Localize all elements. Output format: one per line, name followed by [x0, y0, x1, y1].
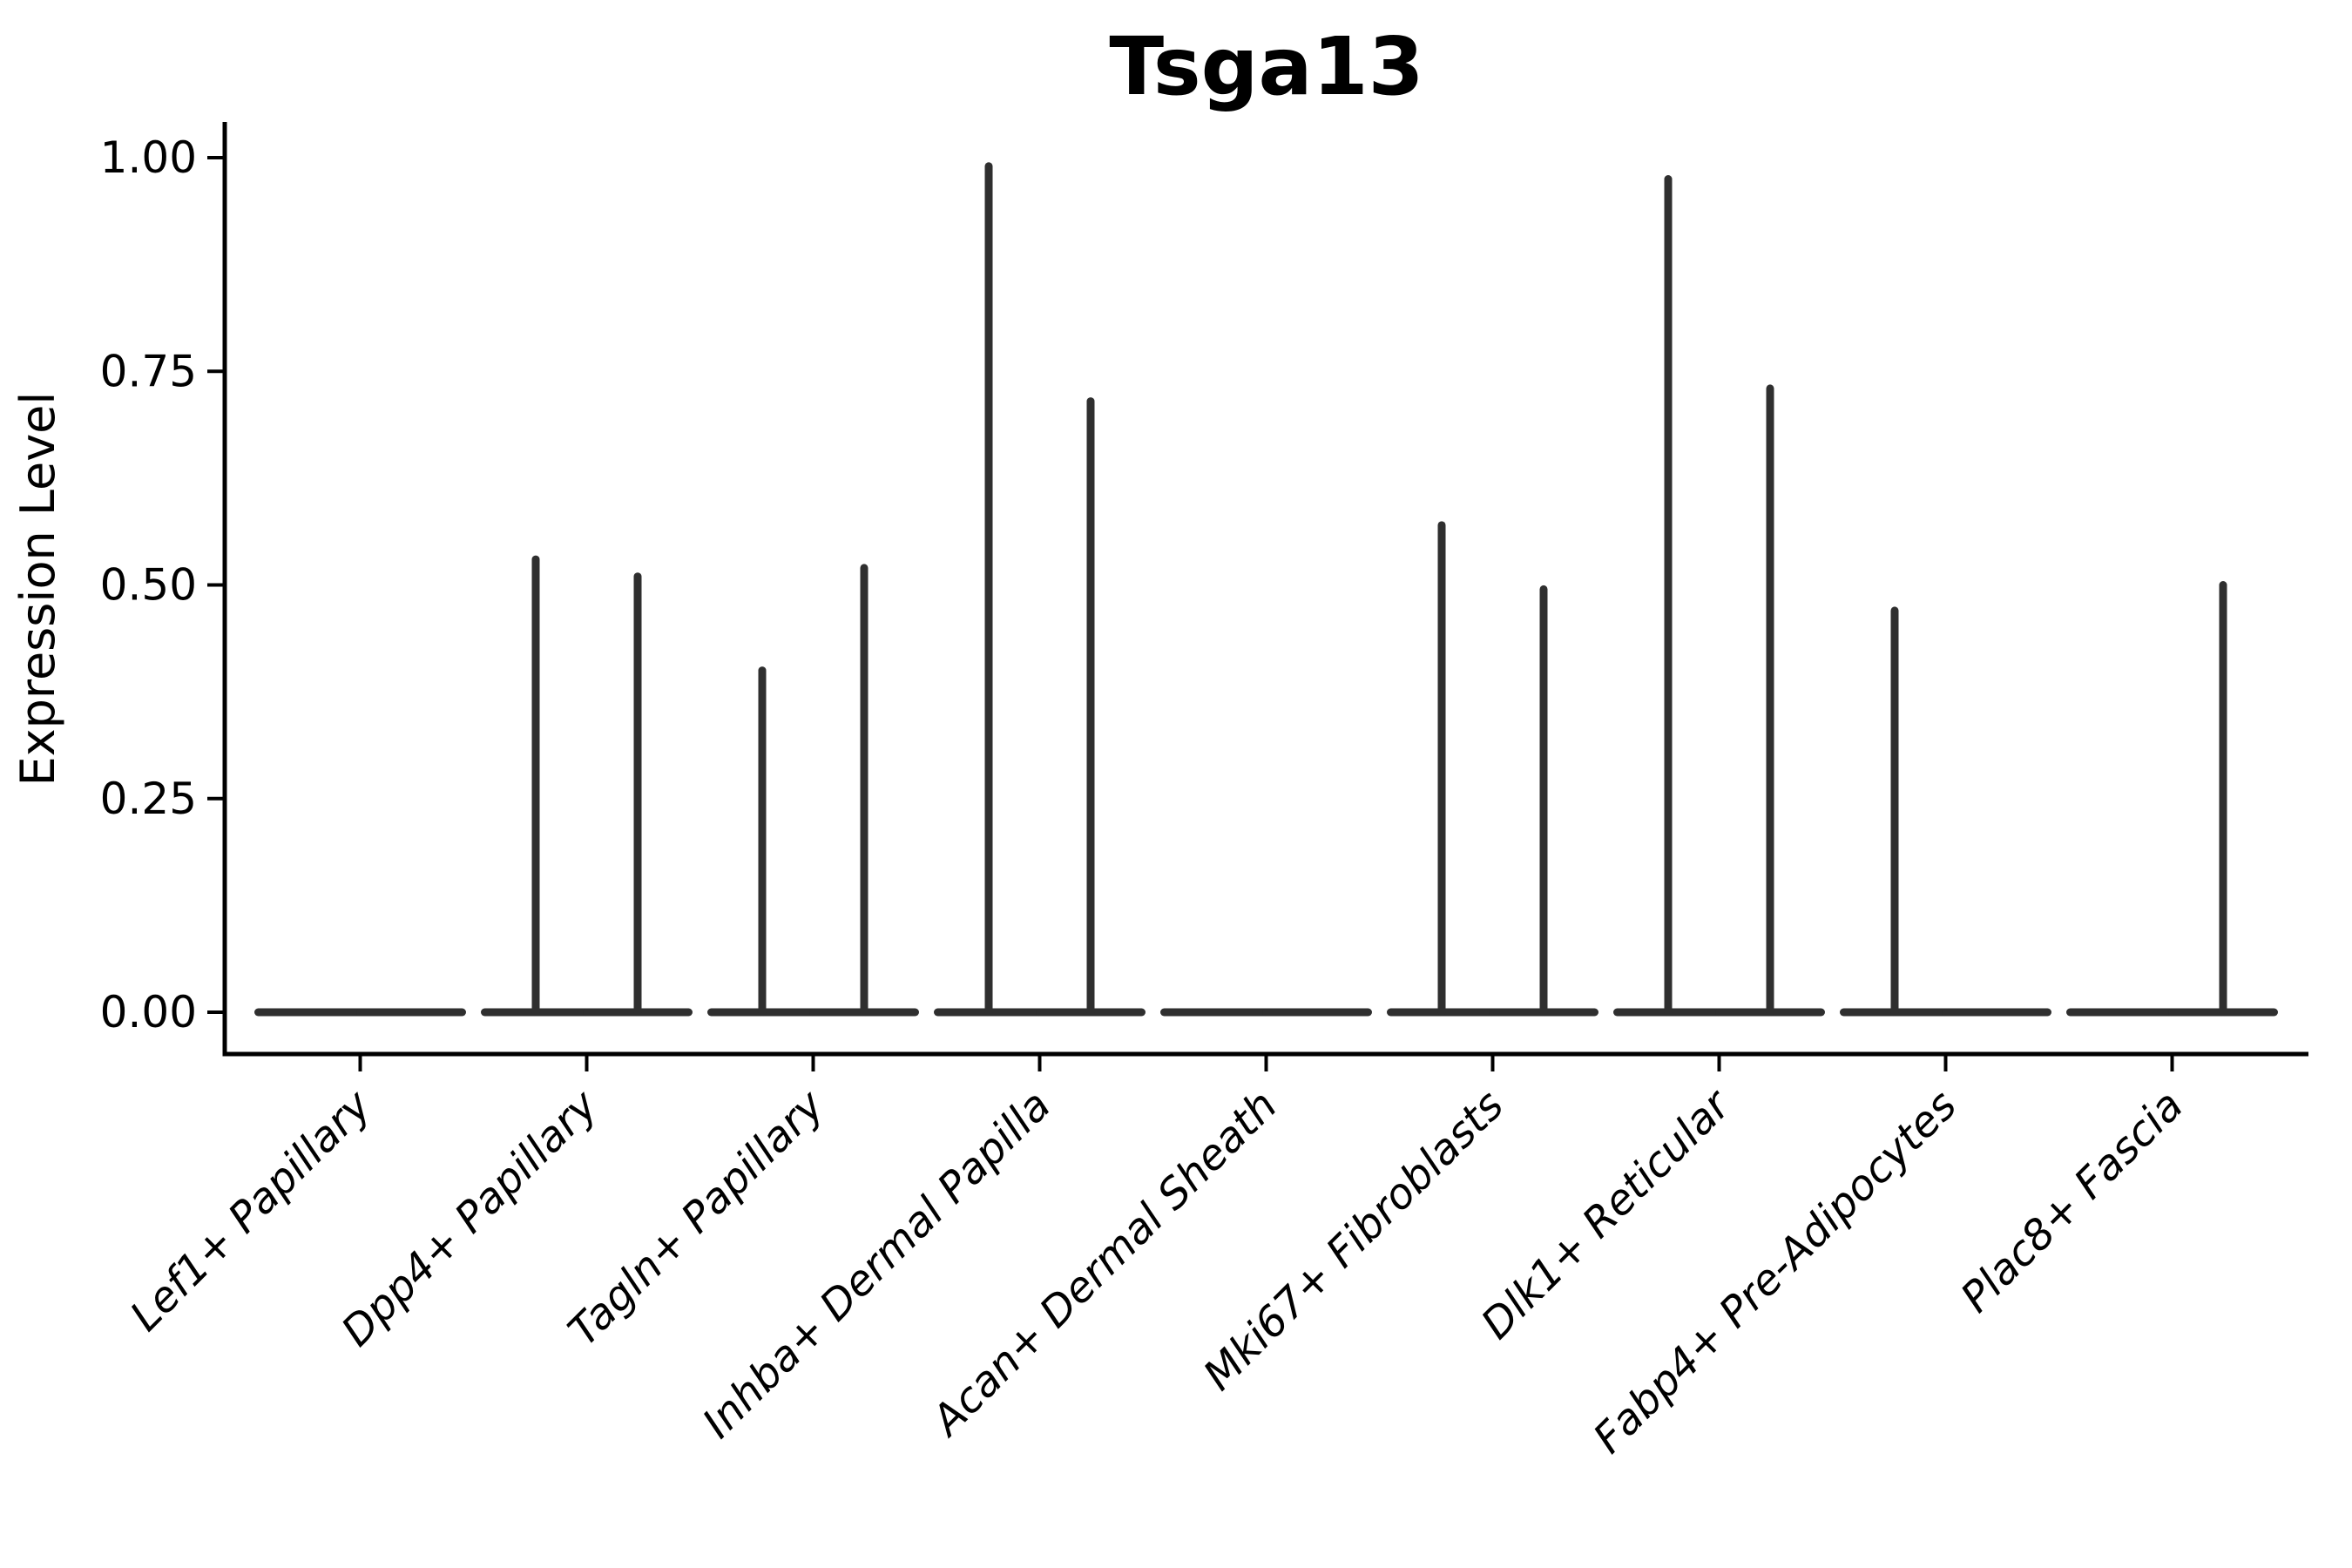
y-tick-label: 0.00: [100, 987, 197, 1037]
y-axis-label: Expression Level: [10, 392, 65, 787]
x-tick-label: Plac8+ Fascia: [1951, 1081, 2193, 1322]
chart-title: Tsga13: [1109, 20, 1423, 113]
x-tick-label: Fabp4+ Pre-Adipocytes: [1584, 1081, 1966, 1463]
x-tick-label: Dlk1+ Reticular: [1472, 1079, 1742, 1349]
violins: [254, 162, 2278, 1017]
x-tick-label: Lef1+ Papillary: [121, 1080, 382, 1341]
y-tick-label: 1.00: [100, 132, 197, 183]
y-tick-label: 0.25: [100, 774, 197, 824]
y-axis-ticks: 0.00 0.25 0.50 0.75 1.00: [100, 132, 225, 1037]
y-tick-label: 0.50: [100, 560, 197, 611]
y-tick-label: 0.75: [100, 346, 197, 396]
